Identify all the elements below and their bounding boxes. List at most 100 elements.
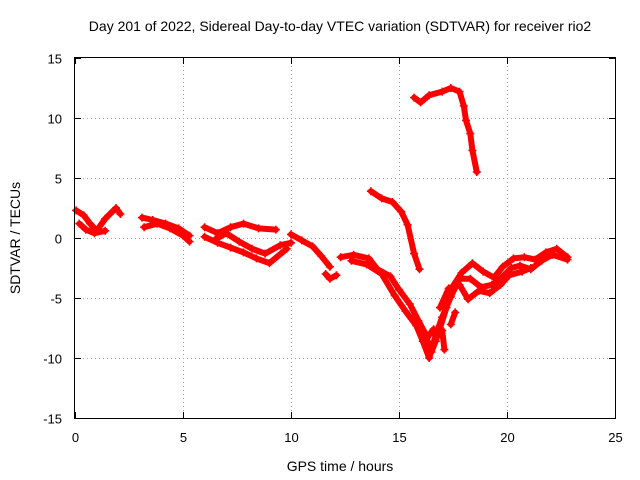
data-point <box>520 253 529 262</box>
y-tick-label: -10 <box>43 352 62 367</box>
data-point <box>222 229 231 238</box>
data-point <box>116 210 125 218</box>
data-point <box>548 250 557 259</box>
data-point <box>200 223 209 232</box>
data-point <box>390 291 399 300</box>
data-point <box>287 230 295 239</box>
data-point <box>90 229 99 238</box>
x-tick-label: 0 <box>72 430 79 445</box>
data-point <box>226 223 235 232</box>
data-point <box>410 249 419 258</box>
data-point <box>412 321 421 330</box>
data-point <box>308 242 317 251</box>
data-point <box>446 84 455 92</box>
y-tick-label: 5 <box>55 172 62 187</box>
x-tick-label: 20 <box>500 430 514 445</box>
data-point <box>431 331 440 340</box>
data-point <box>423 333 432 342</box>
data-segment-7 <box>288 231 333 270</box>
y-tick-label: 0 <box>55 232 62 247</box>
x-tick-label: 5 <box>180 430 187 445</box>
data-point <box>325 274 334 283</box>
data-point <box>455 280 464 289</box>
data-point <box>321 270 330 278</box>
data-point <box>349 250 358 259</box>
data-point <box>386 272 395 281</box>
x-axis-label: GPS time / hours <box>287 458 394 474</box>
data-segment-15 <box>411 85 480 175</box>
data-point <box>185 237 194 246</box>
data-point <box>418 337 427 346</box>
data-point <box>498 262 507 271</box>
data-point <box>101 214 110 223</box>
data-point <box>86 219 95 228</box>
data-point <box>248 244 257 253</box>
data-segment-11 <box>424 326 448 353</box>
data-point <box>166 224 174 233</box>
data-point <box>466 129 475 138</box>
data-segment-13 <box>437 265 534 311</box>
data-point <box>451 308 460 317</box>
data-point <box>377 194 386 203</box>
data-point <box>516 261 524 270</box>
data-point <box>496 280 505 289</box>
data-point <box>468 146 477 155</box>
data-point <box>72 206 81 215</box>
data-point <box>472 168 481 176</box>
data-point <box>179 231 187 240</box>
data-point <box>505 271 514 280</box>
y-tick-label: -15 <box>43 412 62 427</box>
data-point <box>265 259 274 268</box>
y-tick-label: 10 <box>48 112 62 127</box>
data-point <box>397 207 406 216</box>
data-point <box>235 237 244 246</box>
x-tick-label: 15 <box>392 430 406 445</box>
data-point <box>347 256 356 265</box>
data-point <box>112 204 120 212</box>
data-point <box>388 198 397 206</box>
data-segment-1 <box>76 220 109 237</box>
data-point <box>332 271 341 280</box>
data-point <box>455 87 464 96</box>
data-point <box>211 235 220 244</box>
data-point <box>479 267 488 276</box>
data-point <box>364 254 373 263</box>
data-point <box>81 225 90 234</box>
data-point <box>507 264 516 272</box>
data-point <box>252 254 261 263</box>
data-point <box>509 254 518 263</box>
data-point <box>438 313 447 322</box>
data-point <box>457 268 466 277</box>
data-point <box>254 224 263 233</box>
chart-title: Day 201 of 2022, Sidereal Day-to-day VTE… <box>89 18 592 34</box>
data-point <box>101 226 110 235</box>
data-point <box>466 274 475 283</box>
data-point <box>438 326 447 335</box>
data-point <box>401 307 410 316</box>
plot-frame <box>74 57 616 419</box>
data-point <box>526 264 535 272</box>
data-point <box>271 225 280 234</box>
data-point <box>518 267 527 276</box>
data-point <box>140 223 149 232</box>
data-point <box>462 116 470 125</box>
data-point <box>436 303 444 312</box>
data-point <box>366 187 375 196</box>
data-point <box>239 219 248 228</box>
data-point <box>297 236 306 245</box>
data-point <box>425 354 434 362</box>
data-point <box>444 284 453 293</box>
data-point <box>79 211 88 220</box>
data-point <box>552 244 561 253</box>
data-point <box>405 300 414 308</box>
data-point <box>468 259 477 268</box>
data-series <box>72 84 572 362</box>
data-point <box>459 102 468 110</box>
data-point <box>487 280 496 289</box>
data-point <box>429 325 438 334</box>
y-axis-label: SDTVAR / TECUs <box>7 182 23 294</box>
x-tick-label: 25 <box>608 430 622 445</box>
data-point <box>317 252 326 260</box>
data-point <box>153 219 162 228</box>
